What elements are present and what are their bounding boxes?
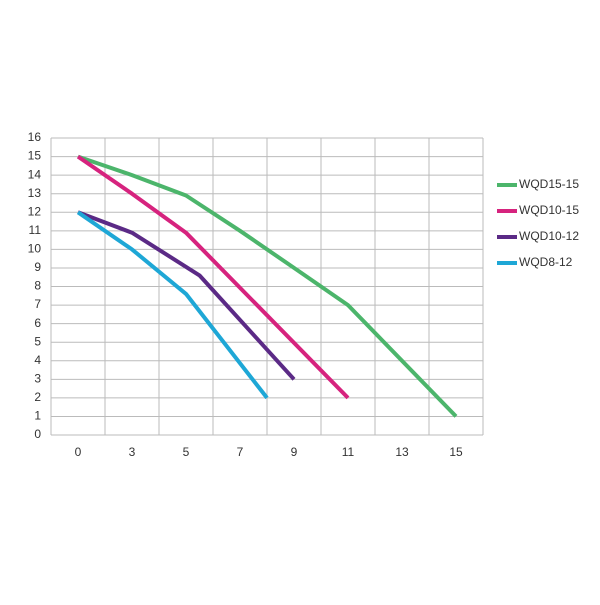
y-tick-label: 3 (34, 371, 41, 385)
y-tick-label: 13 (28, 186, 42, 200)
y-tick-label: 0 (34, 427, 41, 441)
y-tick-label: 16 (28, 130, 42, 144)
series-line (76, 210, 269, 400)
y-tick-label: 11 (29, 223, 42, 237)
y-tick-label: 1 (34, 409, 41, 423)
x-tick-label: 13 (395, 445, 409, 459)
y-tick-label: 15 (28, 149, 42, 163)
legend-label: WQD10-12 (519, 229, 579, 243)
x-tick-label: 7 (237, 445, 244, 459)
y-tick-label: 14 (28, 167, 42, 181)
y-tick-label: 6 (34, 316, 41, 330)
series-line (77, 210, 296, 381)
series-line (77, 154, 458, 418)
series-line (76, 154, 350, 400)
x-tick-label: 9 (291, 445, 298, 459)
x-tick-label: 0 (75, 445, 82, 459)
y-tick-label: 9 (34, 260, 41, 274)
y-tick-label: 8 (34, 279, 41, 293)
y-tick-label: 5 (34, 334, 41, 348)
legend-label: WQD15-15 (519, 177, 579, 191)
y-tick-label: 7 (34, 297, 41, 311)
legend-label: WQD10-15 (519, 203, 579, 217)
x-tick-label: 5 (183, 445, 190, 459)
y-tick-label: 10 (28, 242, 42, 256)
y-tick-label: 12 (28, 204, 42, 218)
y-tick-label: 2 (34, 390, 41, 404)
x-tick-label: 15 (449, 445, 463, 459)
x-tick-label: 3 (129, 445, 136, 459)
y-tick-label: 4 (34, 353, 41, 367)
legend-label: WQD8-12 (519, 255, 573, 269)
x-tick-label: 11 (342, 445, 355, 459)
